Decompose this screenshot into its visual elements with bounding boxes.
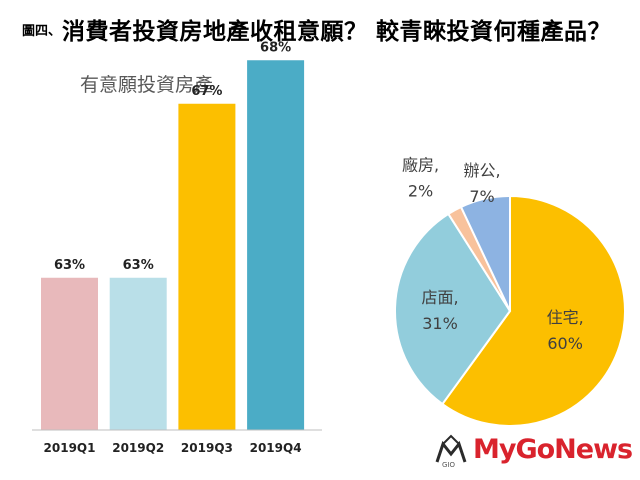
bar-2019Q3 [178, 103, 236, 430]
pie-label-residence-value: 60% [547, 334, 583, 353]
bar-data-label: 63% [123, 258, 154, 273]
watermark: GIO MyGoNews [433, 432, 633, 476]
pie-label-residence: 住宅, [547, 308, 584, 327]
pie-label-factory: 廠房, [402, 155, 439, 174]
x-tick-label: 2019Q2 [112, 441, 164, 455]
bar-2019Q4 [247, 60, 305, 430]
pie-label-office-value: 7% [469, 187, 494, 206]
bar-data-label: 63% [54, 258, 85, 273]
pie-slice-storefront [394, 212, 512, 406]
pie-slice-office [459, 194, 511, 312]
x-tick-label: 2019Q1 [44, 441, 96, 455]
mygonews-logo-icon [435, 434, 467, 463]
pie-slice-residence [441, 194, 626, 427]
watermark-text: MyGoNews [473, 434, 633, 465]
figure-label: 圖四、 [22, 24, 62, 39]
watermark-logo-text: GIO [442, 461, 455, 469]
bar-chart-title: 有意願投資房產 [80, 74, 214, 96]
bar-data-label: 68% [260, 40, 291, 55]
pie-label-factory-value: 2% [408, 181, 433, 200]
pie-label-office: 辦公, [464, 161, 501, 180]
x-tick-label: 2019Q3 [181, 441, 233, 455]
bar-2019Q1 [41, 277, 98, 430]
pie-label-storefront: 店面, [421, 288, 458, 307]
page-title: 消費者投資房地產收租意願？ 較青睞投資何種產品？ [62, 19, 612, 45]
bar-data-label: 67% [191, 84, 222, 99]
x-tick-label: 2019Q4 [250, 441, 302, 455]
figure-title: 圖四、 消費者投資房地產收租意願？ 較青睞投資何種產品？ [0, 0, 640, 48]
bar-2019Q2 [109, 277, 167, 430]
pie-label-storefront-value: 31% [422, 314, 458, 333]
